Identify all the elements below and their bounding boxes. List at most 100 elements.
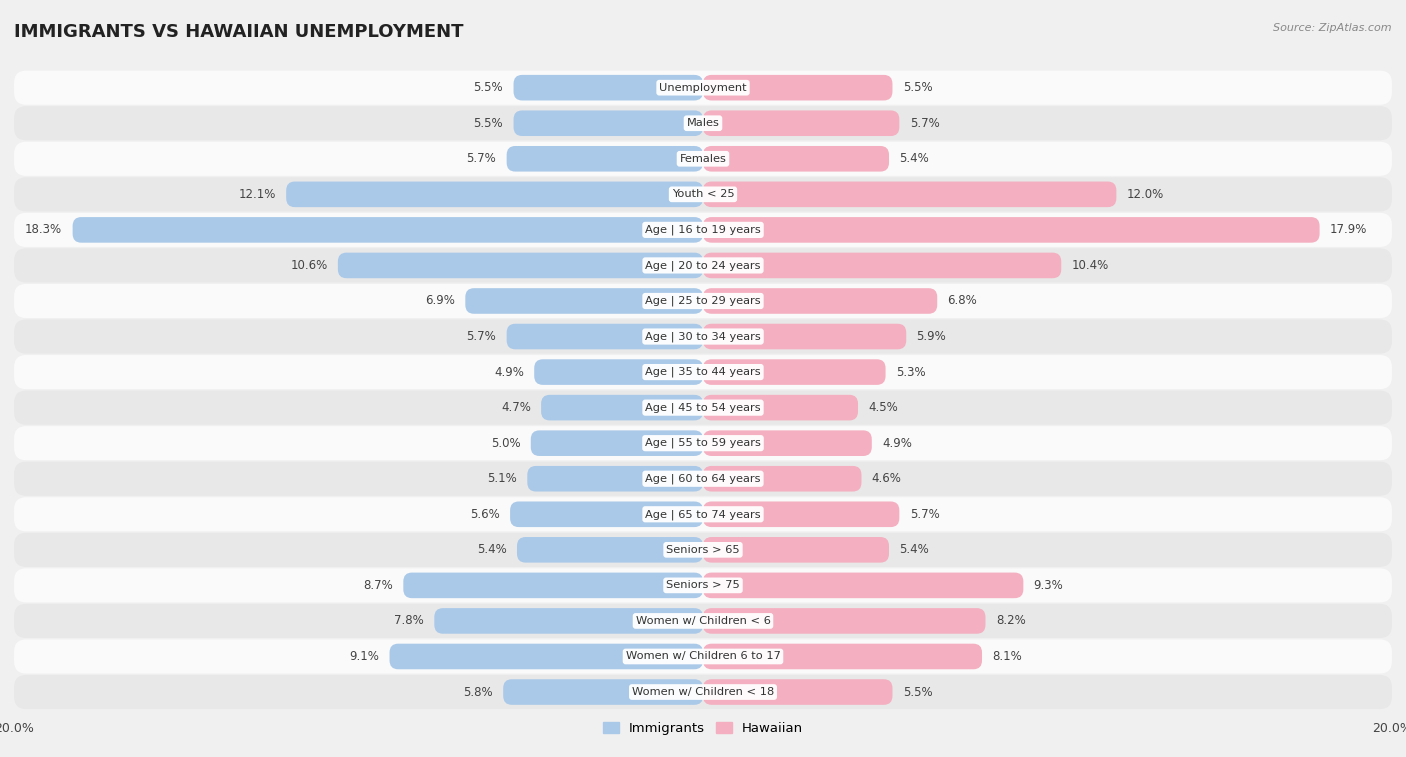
- Text: 5.3%: 5.3%: [896, 366, 925, 378]
- FancyBboxPatch shape: [703, 679, 893, 705]
- FancyBboxPatch shape: [703, 182, 1116, 207]
- Text: 6.9%: 6.9%: [425, 294, 456, 307]
- Text: 9.1%: 9.1%: [349, 650, 380, 663]
- Legend: Immigrants, Hawaiian: Immigrants, Hawaiian: [598, 717, 808, 740]
- Text: 5.5%: 5.5%: [903, 81, 932, 94]
- Text: 5.4%: 5.4%: [477, 544, 506, 556]
- FancyBboxPatch shape: [531, 431, 703, 456]
- FancyBboxPatch shape: [503, 679, 703, 705]
- Text: Males: Males: [686, 118, 720, 128]
- FancyBboxPatch shape: [14, 284, 1392, 318]
- FancyBboxPatch shape: [14, 533, 1392, 567]
- FancyBboxPatch shape: [14, 462, 1392, 496]
- Text: 10.6%: 10.6%: [290, 259, 328, 272]
- Text: Women w/ Children 6 to 17: Women w/ Children 6 to 17: [626, 652, 780, 662]
- FancyBboxPatch shape: [513, 75, 703, 101]
- Text: 9.3%: 9.3%: [1033, 579, 1063, 592]
- Text: 5.8%: 5.8%: [463, 686, 494, 699]
- Text: 5.5%: 5.5%: [474, 117, 503, 129]
- Text: 8.1%: 8.1%: [993, 650, 1022, 663]
- FancyBboxPatch shape: [703, 253, 1062, 279]
- FancyBboxPatch shape: [703, 360, 886, 385]
- Text: 5.5%: 5.5%: [903, 686, 932, 699]
- Text: 5.7%: 5.7%: [910, 117, 939, 129]
- Text: Age | 25 to 29 years: Age | 25 to 29 years: [645, 296, 761, 307]
- FancyBboxPatch shape: [14, 640, 1392, 674]
- Text: 5.7%: 5.7%: [910, 508, 939, 521]
- FancyBboxPatch shape: [14, 569, 1392, 603]
- FancyBboxPatch shape: [14, 355, 1392, 389]
- FancyBboxPatch shape: [703, 146, 889, 172]
- FancyBboxPatch shape: [703, 75, 893, 101]
- Text: 5.1%: 5.1%: [488, 472, 517, 485]
- FancyBboxPatch shape: [14, 319, 1392, 354]
- Text: 7.8%: 7.8%: [394, 615, 425, 628]
- Text: Women w/ Children < 6: Women w/ Children < 6: [636, 616, 770, 626]
- Text: 12.0%: 12.0%: [1126, 188, 1164, 201]
- Text: 17.9%: 17.9%: [1330, 223, 1367, 236]
- Text: 5.7%: 5.7%: [467, 152, 496, 165]
- FancyBboxPatch shape: [14, 675, 1392, 709]
- FancyBboxPatch shape: [389, 643, 703, 669]
- FancyBboxPatch shape: [404, 572, 703, 598]
- Text: 4.6%: 4.6%: [872, 472, 901, 485]
- Text: 4.9%: 4.9%: [882, 437, 912, 450]
- FancyBboxPatch shape: [14, 604, 1392, 638]
- FancyBboxPatch shape: [541, 395, 703, 420]
- Text: Females: Females: [679, 154, 727, 164]
- Text: Age | 55 to 59 years: Age | 55 to 59 years: [645, 438, 761, 448]
- FancyBboxPatch shape: [527, 466, 703, 491]
- FancyBboxPatch shape: [14, 248, 1392, 282]
- Text: Source: ZipAtlas.com: Source: ZipAtlas.com: [1274, 23, 1392, 33]
- FancyBboxPatch shape: [506, 146, 703, 172]
- Text: 5.9%: 5.9%: [917, 330, 946, 343]
- FancyBboxPatch shape: [703, 572, 1024, 598]
- FancyBboxPatch shape: [703, 608, 986, 634]
- Text: 4.9%: 4.9%: [494, 366, 524, 378]
- Text: 5.0%: 5.0%: [491, 437, 520, 450]
- Text: Age | 20 to 24 years: Age | 20 to 24 years: [645, 260, 761, 271]
- FancyBboxPatch shape: [14, 497, 1392, 531]
- Text: 5.6%: 5.6%: [470, 508, 499, 521]
- FancyBboxPatch shape: [703, 643, 981, 669]
- FancyBboxPatch shape: [534, 360, 703, 385]
- Text: Women w/ Children < 18: Women w/ Children < 18: [631, 687, 775, 697]
- Text: Age | 16 to 19 years: Age | 16 to 19 years: [645, 225, 761, 235]
- FancyBboxPatch shape: [703, 111, 900, 136]
- FancyBboxPatch shape: [703, 324, 907, 349]
- Text: Age | 65 to 74 years: Age | 65 to 74 years: [645, 509, 761, 519]
- FancyBboxPatch shape: [14, 177, 1392, 211]
- FancyBboxPatch shape: [703, 288, 938, 314]
- FancyBboxPatch shape: [703, 501, 900, 527]
- FancyBboxPatch shape: [14, 391, 1392, 425]
- Text: Age | 45 to 54 years: Age | 45 to 54 years: [645, 403, 761, 413]
- Text: Age | 60 to 64 years: Age | 60 to 64 years: [645, 473, 761, 484]
- FancyBboxPatch shape: [14, 70, 1392, 104]
- Text: 12.1%: 12.1%: [239, 188, 276, 201]
- Text: 5.7%: 5.7%: [467, 330, 496, 343]
- FancyBboxPatch shape: [434, 608, 703, 634]
- FancyBboxPatch shape: [506, 324, 703, 349]
- Text: IMMIGRANTS VS HAWAIIAN UNEMPLOYMENT: IMMIGRANTS VS HAWAIIAN UNEMPLOYMENT: [14, 23, 464, 41]
- Text: Seniors > 65: Seniors > 65: [666, 545, 740, 555]
- Text: 5.5%: 5.5%: [474, 81, 503, 94]
- Text: Age | 35 to 44 years: Age | 35 to 44 years: [645, 367, 761, 377]
- FancyBboxPatch shape: [703, 395, 858, 420]
- FancyBboxPatch shape: [14, 426, 1392, 460]
- FancyBboxPatch shape: [703, 431, 872, 456]
- FancyBboxPatch shape: [703, 537, 889, 562]
- Text: 5.4%: 5.4%: [900, 152, 929, 165]
- Text: 6.8%: 6.8%: [948, 294, 977, 307]
- FancyBboxPatch shape: [703, 217, 1320, 243]
- FancyBboxPatch shape: [73, 217, 703, 243]
- Text: Seniors > 75: Seniors > 75: [666, 581, 740, 590]
- FancyBboxPatch shape: [703, 466, 862, 491]
- FancyBboxPatch shape: [14, 213, 1392, 247]
- FancyBboxPatch shape: [465, 288, 703, 314]
- Text: 4.7%: 4.7%: [501, 401, 531, 414]
- Text: 18.3%: 18.3%: [25, 223, 62, 236]
- Text: 5.4%: 5.4%: [900, 544, 929, 556]
- FancyBboxPatch shape: [510, 501, 703, 527]
- Text: 4.5%: 4.5%: [869, 401, 898, 414]
- Text: 8.2%: 8.2%: [995, 615, 1025, 628]
